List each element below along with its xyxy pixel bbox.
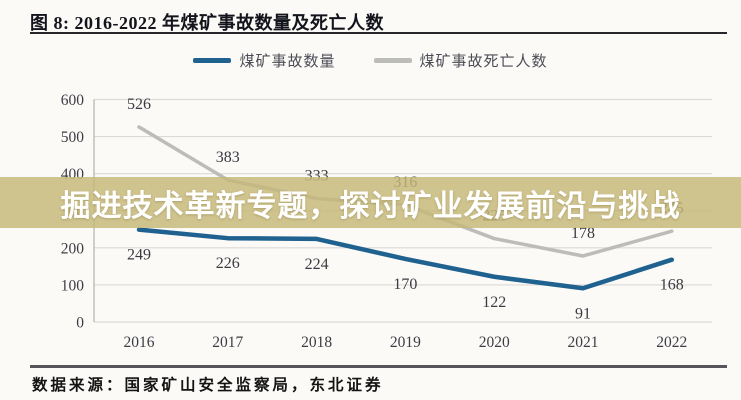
accident-count-line-swatch: [193, 58, 232, 63]
legend-item-accident-count: 煤矿事故数量: [193, 50, 335, 71]
figure-title: 图 8: 2016-2022 年煤矿事故数量及死亡人数: [30, 13, 384, 33]
x-axis-label: 2022: [656, 334, 687, 351]
x-axis-label: 2018: [301, 334, 332, 351]
data-label-series-0: 170: [393, 276, 417, 293]
data-label-series-0: 249: [127, 247, 151, 264]
data-label-series-1: 383: [216, 149, 240, 166]
data-label-series-1: 178: [571, 225, 595, 242]
legend-label-death-count: 煤矿事故死亡人数: [419, 54, 548, 70]
data-label-series-0: 224: [305, 256, 329, 273]
y-tick-label: 600: [61, 92, 85, 109]
chart-legend: 煤矿事故数量 煤矿事故死亡人数: [0, 50, 741, 71]
x-axis-label: 2020: [479, 334, 510, 351]
data-label-series-0: 168: [660, 277, 684, 294]
legend-label-accident-count: 煤矿事故数量: [239, 54, 336, 70]
data-label-series-0: 122: [482, 294, 506, 311]
data-label-series-1: 526: [127, 96, 151, 113]
overlay-banner: 掘进技术革新专题，探讨矿业发展前沿与挑战: [0, 177, 741, 228]
x-axis-label: 2017: [212, 334, 243, 351]
y-tick-label: 200: [61, 240, 85, 257]
series-line-0: [136, 227, 675, 291]
footer-rule: [30, 365, 727, 368]
x-axis-label: 2021: [568, 334, 599, 351]
data-source: 数据来源：国家矿山安全监察局，东北证券: [32, 377, 384, 394]
overlay-banner-text: 掘进技术革新专题，探讨矿业发展前沿与挑战: [60, 189, 681, 223]
title-underline: [30, 32, 727, 34]
death-count-line-swatch: [373, 58, 412, 63]
x-axis-label: 2019: [390, 334, 421, 351]
x-axis-label: 2016: [124, 334, 155, 351]
data-label-series-0: 226: [216, 255, 240, 272]
y-tick-label: 0: [76, 315, 84, 332]
y-tick-label: 500: [61, 129, 85, 146]
legend-item-death-count: 煤矿事故死亡人数: [373, 50, 548, 71]
data-label-series-0: 91: [575, 305, 591, 322]
y-tick-label: 100: [61, 277, 85, 294]
